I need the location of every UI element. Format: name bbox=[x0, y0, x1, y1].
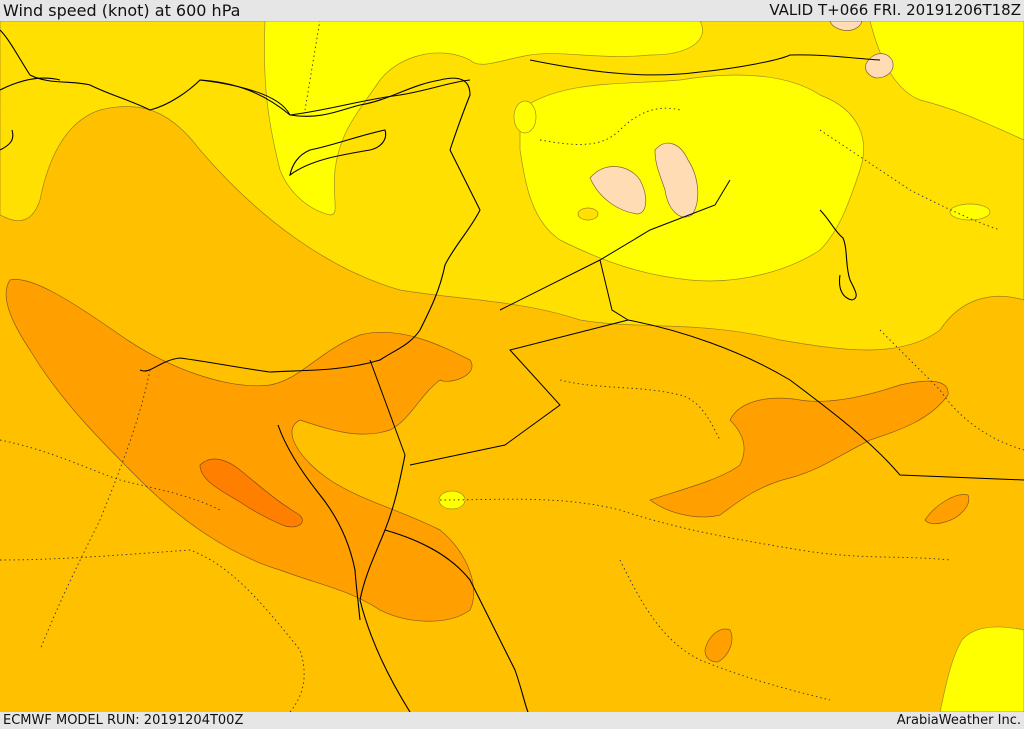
yellow-blob-4 bbox=[577, 207, 599, 221]
yellow-blob-2 bbox=[949, 203, 991, 221]
calm-pocket-1 bbox=[589, 166, 647, 215]
contour-band-5-small-2 bbox=[704, 628, 733, 663]
coastlines bbox=[0, 29, 857, 712]
contour-band-5-small-1 bbox=[924, 494, 970, 525]
contour-band-5-east bbox=[649, 380, 949, 518]
political-borders bbox=[199, 54, 1024, 481]
map-footer: ECMWF MODEL RUN: 20191204T00Z ArabiaWeat… bbox=[0, 712, 1024, 729]
valid-time: VALID T+066 FRI. 20191206T18Z bbox=[769, 1, 1021, 19]
map-title: Wind speed (knot) at 600 hPa bbox=[3, 1, 241, 20]
yellow-blob-1 bbox=[513, 100, 537, 134]
calm-pocket-2 bbox=[654, 142, 699, 218]
contour-band-2-se bbox=[939, 626, 1024, 712]
map-header: Wind speed (knot) at 600 hPa VALID T+066… bbox=[0, 0, 1024, 21]
internal-boundaries bbox=[0, 21, 1024, 712]
model-run: ECMWF MODEL RUN: 20191204T00Z bbox=[3, 713, 244, 728]
contour-band-6-core bbox=[199, 458, 303, 528]
credit: ArabiaWeather Inc. bbox=[896, 713, 1021, 728]
yellow-blob-3 bbox=[438, 490, 466, 510]
contour-band-5-west bbox=[5, 279, 474, 622]
calm-pocket-4 bbox=[829, 21, 863, 31]
contour-band-2-north bbox=[264, 21, 703, 216]
wind-speed-map[interactable] bbox=[0, 21, 1024, 712]
